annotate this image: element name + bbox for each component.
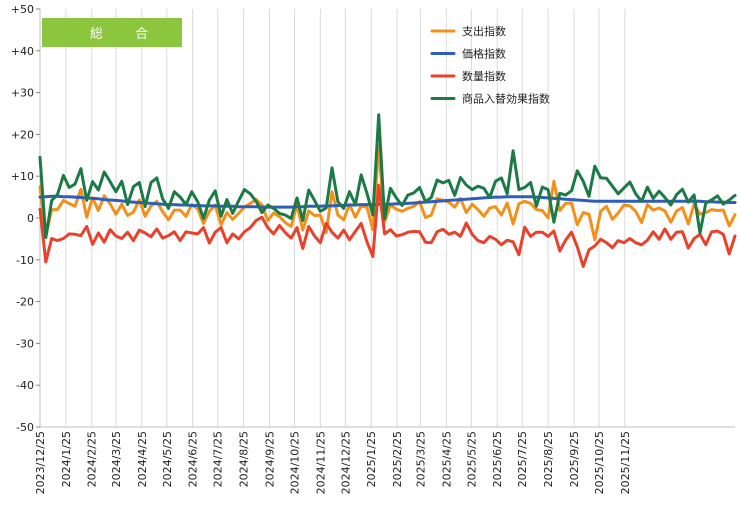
x-tick-label: 2025/8/25 xyxy=(542,431,555,487)
legend-label: 支出指数 xyxy=(462,24,506,38)
x-axis: 2023/12/25 2024/1/25 2024/2/25 2024/3/25 202… xyxy=(34,431,632,494)
x-tick-label: 2025/1/25 xyxy=(365,431,378,487)
y-tick-label: -30 xyxy=(16,337,34,350)
y-tick-label: 0 xyxy=(27,212,34,225)
badge-label: 総 合 xyxy=(90,27,162,42)
x-tick-label: 2025/5/25 xyxy=(465,431,478,487)
series-line-1 xyxy=(38,145,737,242)
category-badge: 総 合 xyxy=(42,18,182,47)
x-tick-label: 2025/11/25 xyxy=(619,431,632,494)
x-tick-label: 2025/3/25 xyxy=(414,431,427,487)
y-tick-label: -10 xyxy=(16,254,34,267)
x-tick-label: 2024/8/25 xyxy=(238,431,251,487)
x-tick-label: 2025/7/25 xyxy=(516,431,529,487)
x-tick-label: 2024/12/25 xyxy=(339,431,352,494)
y-tick-label: +10 xyxy=(11,170,34,183)
x-tick-label: 2025/10/25 xyxy=(593,431,606,494)
x-tick-label: 2024/5/25 xyxy=(161,431,174,487)
x-tick-label: 2024/7/25 xyxy=(212,431,225,487)
y-tick-label: -20 xyxy=(16,296,34,309)
y-axis: +50 +40 +30 +20 +10 0 -10 -20 -30 -40 -50 xyxy=(11,3,40,434)
x-tick-label: 2024/9/25 xyxy=(263,431,276,487)
y-tick-label: +50 xyxy=(11,3,34,16)
x-tick-label: 2024/4/25 xyxy=(136,431,149,487)
y-tick-label: -40 xyxy=(16,379,34,392)
x-tick-label: 2024/2/25 xyxy=(86,431,99,487)
x-tick-label: 2024/11/25 xyxy=(314,431,327,494)
y-tick-label: +30 xyxy=(11,87,34,100)
x-tick-label: 2024/3/25 xyxy=(110,431,123,487)
x-tick-label: 2023/12/25 xyxy=(34,431,47,494)
y-tick-label: +20 xyxy=(11,128,34,141)
y-tick-label: -50 xyxy=(16,421,34,434)
x-tick-label: 2024/6/25 xyxy=(187,431,200,487)
legend-label: 商品入替効果指数 xyxy=(462,92,550,106)
x-tick-label: 2025/6/25 xyxy=(491,431,504,487)
x-tick-label: 2025/4/25 xyxy=(440,431,453,487)
y-tick-label: +40 xyxy=(11,45,34,58)
vertical-gridlines xyxy=(39,9,735,428)
badge-background xyxy=(42,18,182,47)
series-line-3 xyxy=(38,183,737,268)
x-tick-label: 2024/1/25 xyxy=(60,431,73,487)
legend-label: 数量指数 xyxy=(462,69,506,83)
x-tick-label: 2025/2/25 xyxy=(391,431,404,487)
series-lines xyxy=(38,113,737,268)
x-tick-label: 2024/10/25 xyxy=(288,431,301,494)
x-tick-label: 2025/9/25 xyxy=(568,431,581,487)
legend-label: 価格指数 xyxy=(462,47,506,61)
series-line-4 xyxy=(38,113,737,240)
